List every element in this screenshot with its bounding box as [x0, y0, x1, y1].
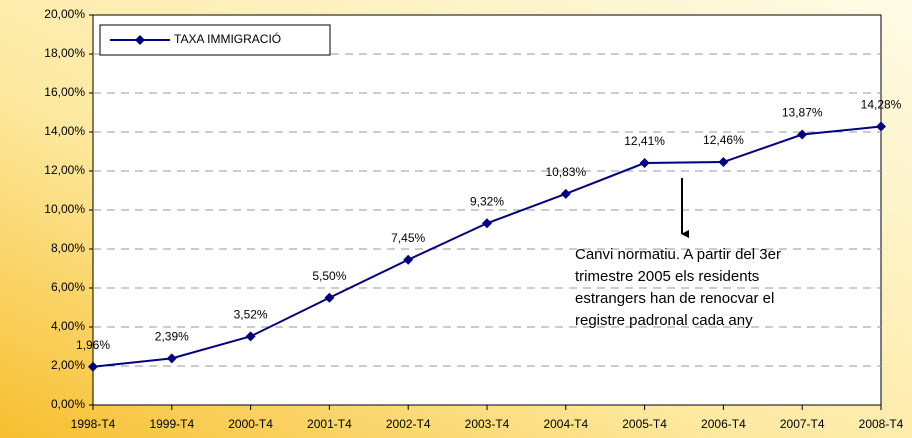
data-label: 2,39%	[155, 330, 189, 344]
y-tick-label: 6,00%	[51, 280, 85, 294]
y-tick-label: 10,00%	[44, 202, 85, 216]
data-point	[245, 331, 256, 342]
y-tick-label: 4,00%	[51, 319, 85, 333]
data-label: 5,50%	[312, 269, 346, 283]
y-tick-label: 20,00%	[44, 7, 85, 21]
data-point	[797, 129, 808, 140]
x-tick-label: 2002-T4	[386, 417, 431, 431]
data-label: 12,41%	[624, 134, 665, 148]
data-point	[876, 121, 886, 132]
data-point	[560, 188, 571, 199]
data-point	[403, 254, 414, 265]
legend-label: TAXA IMMIGRACIÓ	[174, 31, 281, 46]
annotation: Canvi normatiu. A partir del 3er trimestr…	[575, 246, 781, 329]
y-tick-label: 14,00%	[44, 124, 85, 138]
x-tick-label: 2004-T4	[543, 417, 588, 431]
data-point	[324, 292, 335, 303]
x-tick-label: 2007-T4	[780, 417, 825, 431]
legend-marker	[135, 35, 145, 45]
data-point	[166, 353, 177, 364]
data-label: 12,46%	[703, 133, 744, 147]
data-label: 7,45%	[391, 231, 425, 245]
data-label: 3,52%	[234, 308, 268, 322]
data-point	[482, 218, 492, 229]
annotation-line: Canvi normatiu. A partir del 3er	[575, 246, 781, 263]
x-tick-label: 2006-T4	[701, 417, 746, 431]
y-tick-label: 8,00%	[51, 241, 85, 255]
y-tick-label: 12,00%	[44, 163, 85, 177]
x-tick-label: 2005-T4	[622, 417, 667, 431]
y-tick-label: 18,00%	[44, 46, 85, 60]
data-label: 10,83%	[545, 165, 586, 179]
x-tick-label: 2001-T4	[307, 417, 352, 431]
data-point	[639, 158, 650, 169]
y-tick-label: 2,00%	[51, 358, 85, 372]
data-label: 13,87%	[782, 106, 823, 120]
y-tick-label: 0,00%	[51, 397, 85, 411]
x-tick-label: 2000-T4	[228, 417, 273, 431]
data-label: 14,28%	[861, 98, 902, 112]
annotation-line: registre padronal cada any	[575, 312, 753, 329]
x-tick-label: 2003-T4	[465, 417, 510, 431]
annotation-line: trimestre 2005 els residents	[575, 268, 759, 285]
data-label: 9,32%	[470, 194, 504, 208]
data-label: 1,96%	[76, 338, 110, 352]
data-point	[88, 361, 98, 372]
annotation-line: estrangers han de renocvar el	[575, 290, 774, 307]
x-tick-label: 1999-T4	[149, 417, 194, 431]
legend: TAXA IMMIGRACIÓ	[99, 24, 331, 56]
data-point	[718, 157, 729, 168]
y-tick-label: 16,00%	[44, 85, 85, 99]
x-tick-label: 2008-T4	[859, 417, 904, 431]
x-tick-label: 1998-T4	[71, 417, 116, 431]
